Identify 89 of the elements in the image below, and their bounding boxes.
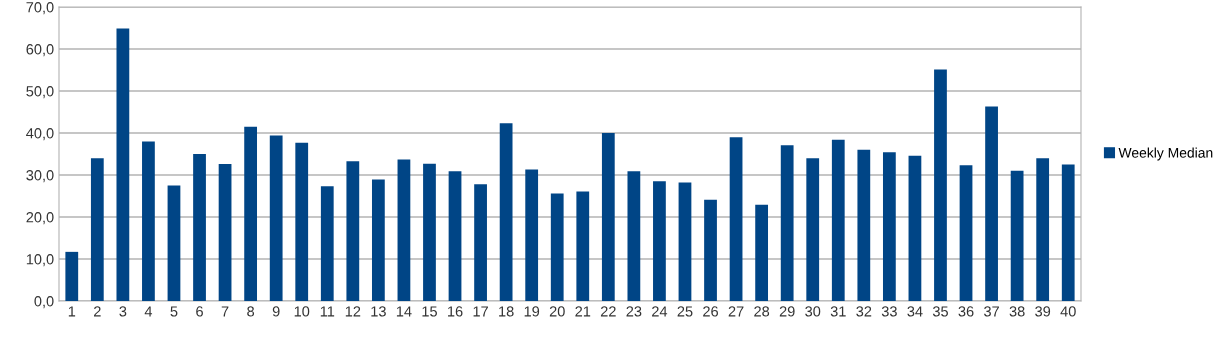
bar — [601, 133, 615, 301]
y-tick-label: 50,0 — [26, 86, 54, 99]
x-tick-label: 9 — [272, 306, 280, 317]
x-tick-label: 3 — [119, 306, 127, 317]
bar — [90, 158, 104, 301]
bar — [704, 199, 717, 301]
x-tick-label: 7 — [221, 306, 229, 317]
bar — [1036, 158, 1050, 301]
bar — [806, 158, 820, 301]
bar — [116, 28, 130, 301]
bar — [831, 139, 845, 301]
x-tick-label: 14 — [396, 306, 412, 317]
x-tick-label: 26 — [703, 306, 718, 317]
bar — [320, 186, 334, 301]
x-tick-label: 23 — [626, 306, 642, 317]
x-tick-label: 39 — [1035, 306, 1051, 317]
x-tick-label: 18 — [499, 306, 514, 317]
x-tick-label: 29 — [779, 306, 795, 317]
y-tick-label: 40,0 — [26, 128, 54, 141]
bar — [653, 181, 666, 301]
bar — [371, 179, 385, 301]
bar — [423, 163, 436, 301]
x-tick-label: 24 — [652, 306, 668, 317]
bar — [218, 164, 232, 301]
x-tick-label: 1 — [68, 306, 76, 317]
x-tick-label: 10 — [294, 306, 310, 317]
bar — [729, 137, 743, 301]
bar — [934, 69, 947, 301]
x-tick-label: 35 — [932, 306, 948, 317]
x-tick-label: 32 — [856, 306, 872, 317]
bar — [985, 106, 998, 301]
x-tick-label: 27 — [728, 306, 744, 317]
y-tick-label: 30,0 — [26, 170, 54, 183]
x-tick-label: 20 — [549, 306, 565, 317]
bar — [882, 152, 896, 301]
bar — [269, 135, 283, 301]
x-tick-label: 13 — [371, 306, 386, 317]
x-tick-label: 8 — [247, 306, 255, 317]
bar — [474, 184, 487, 301]
bar — [780, 145, 794, 301]
bar — [525, 169, 539, 301]
bar — [627, 171, 641, 301]
x-tick-label: 40 — [1060, 306, 1076, 317]
x-tick-label: 33 — [881, 306, 897, 317]
x-tick-label: 16 — [448, 306, 463, 317]
x-tick-label: 21 — [575, 306, 591, 317]
x-tick-label: 2 — [94, 306, 101, 317]
bar — [1061, 164, 1075, 301]
bar — [550, 193, 564, 301]
bar — [576, 191, 590, 301]
y-tick-label: 60,0 — [26, 44, 54, 57]
bar — [755, 204, 769, 301]
x-tick-label: 11 — [320, 306, 335, 317]
x-tick-label: 4 — [144, 306, 153, 317]
bar — [295, 142, 309, 301]
legend-label: Weekly Median — [1118, 147, 1213, 161]
x-tick-label: 38 — [1009, 306, 1025, 317]
x-tick-label: 6 — [196, 306, 203, 317]
y-tick-label: 0,0 — [34, 296, 54, 309]
bar — [142, 141, 155, 301]
x-tick-label: 25 — [677, 306, 693, 317]
x-tick-label: 34 — [907, 306, 923, 317]
x-tick-label: 37 — [984, 306, 999, 317]
y-tick-label: 70,0 — [26, 2, 54, 15]
x-tick-label: 5 — [170, 306, 178, 317]
x-tick-label: 30 — [805, 306, 821, 317]
bar — [193, 154, 206, 301]
x-tick-label: 31 — [830, 306, 846, 317]
bar — [448, 171, 462, 301]
bar — [959, 165, 973, 301]
x-tick-label: 15 — [422, 306, 437, 317]
bar — [1010, 170, 1024, 301]
bar — [397, 159, 411, 301]
y-tick-label: 10,0 — [26, 254, 54, 267]
bar — [678, 182, 692, 301]
bar — [908, 155, 922, 301]
x-tick-label: 19 — [524, 306, 540, 317]
x-tick-label: 28 — [754, 306, 770, 317]
bar — [244, 126, 258, 301]
x-tick-label: 22 — [600, 306, 616, 317]
bar — [857, 149, 871, 301]
x-tick-label: 12 — [345, 306, 361, 317]
bar — [65, 251, 79, 301]
x-tick-label: 17 — [473, 306, 488, 317]
bar — [167, 185, 181, 301]
bar — [499, 123, 513, 301]
bar — [346, 161, 360, 301]
x-tick-label: 36 — [958, 306, 974, 317]
y-tick-label: 20,0 — [26, 212, 54, 225]
